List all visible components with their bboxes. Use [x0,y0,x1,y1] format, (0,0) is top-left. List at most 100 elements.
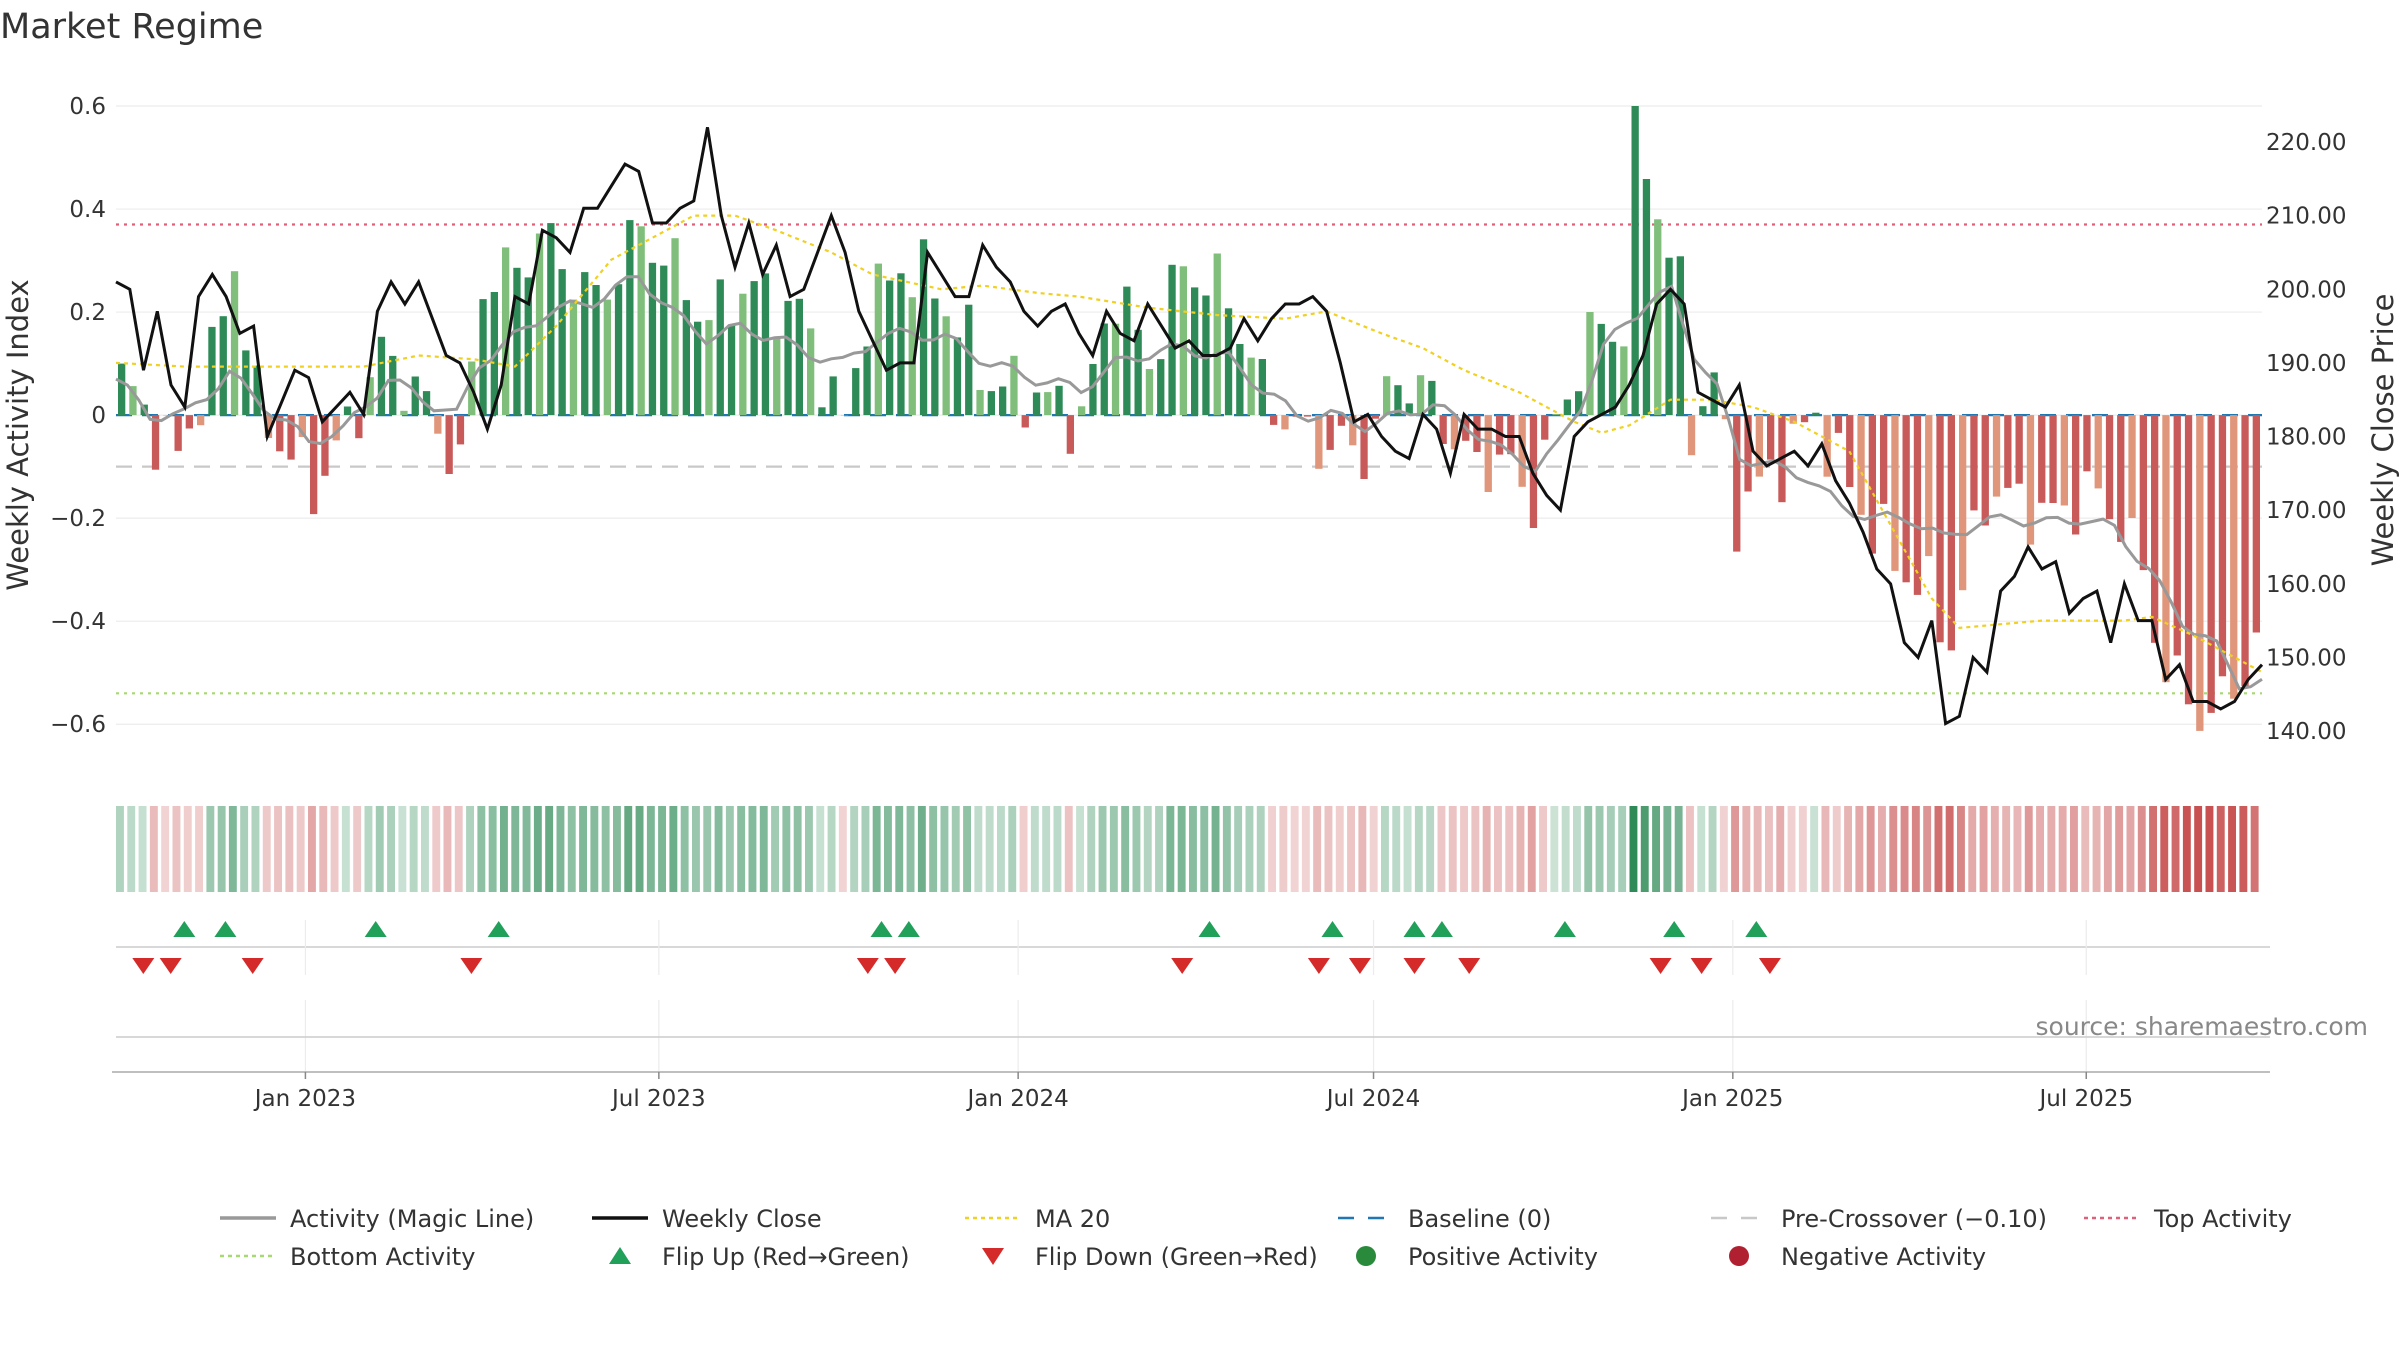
flip-down-marker [1458,958,1481,974]
heat-cell [454,806,463,892]
weekly-close-line [115,127,2264,726]
heat-cell [827,806,836,892]
heat-cell [1494,806,1502,892]
activity-bar [829,376,837,416]
left-tick-label: −0.6 [50,712,106,738]
activity-bar [389,355,397,416]
activity-bar [705,320,713,416]
activity-bar [818,407,826,416]
activity-bar [332,415,340,441]
activity-bar [174,415,182,451]
activity-bar [1744,415,1752,492]
flip-up-marker [897,921,920,937]
heat-cell [1460,806,1468,892]
reference-lines [116,223,2262,695]
activity-bar [852,368,860,416]
activity-bar [1258,359,1266,416]
heat-cell [680,806,689,892]
heat-cell [330,806,339,892]
activity-bar [987,391,995,416]
x-tick-label: Jul 2025 [2037,1086,2133,1112]
heat-cell [567,806,576,892]
activity-bar [569,299,578,416]
legend-swatch [1729,1246,1749,1266]
activity-bar [761,273,770,416]
right-tick-label: 190.00 [2266,351,2346,377]
activity-bar [1597,323,1605,416]
heat-cell [1245,806,1254,892]
heat-cell [2194,806,2203,892]
heat-cell [195,806,203,892]
x-tick-label: Jul 2023 [610,1086,706,1112]
heat-cell [850,806,859,892]
activity-bar [377,336,386,416]
heat-cell [1335,806,1344,892]
activity-bar [1767,415,1775,460]
heat-cell [161,806,170,892]
x-tick-label: Jan 2023 [253,1086,356,1112]
activity-bar [479,299,487,416]
activity-bar [1992,415,2001,497]
heat-cell [793,806,802,892]
activity-bar [1902,415,1910,583]
heat-cell [1381,806,1389,892]
activity-bar [919,239,928,416]
activity-bar [1044,392,1052,416]
legend-label: Weekly Close [662,1205,822,1233]
heat-cell [1030,806,1039,892]
right-tick-label: 220.00 [2266,130,2346,156]
activity-bar [1349,415,1357,446]
legend-swatch [1356,1246,1376,1266]
heat-cell [2137,806,2146,892]
heat-cell [1505,806,1514,892]
activity-bar [1642,179,1651,416]
left-axis-label: Weekly Activity Index [1,279,35,590]
activity-bar [355,415,363,439]
activity-bar [1620,346,1628,416]
activity-bar [1891,415,1899,571]
activity-bar [1168,264,1176,416]
heat-cell [646,806,655,892]
magic-line [115,275,2263,691]
heat-cell [601,806,610,892]
heat-cell [1708,806,1717,892]
ma20-line [115,214,2263,674]
heat-cell [2205,806,2214,892]
heat-cell [296,806,305,892]
activity-bar [1552,414,1560,416]
activity-bar [129,386,137,416]
activity-bar [1021,415,1029,428]
activity-bar [2060,415,2068,506]
activity-bar [1981,415,1989,526]
right-tick-label: 140.00 [2266,719,2346,745]
heat-cell [2182,806,2191,892]
legend-item: MA 20 [965,1205,1110,1233]
activity-bar [2004,415,2012,488]
activity-bar [2094,415,2102,489]
heat-cell [816,806,825,892]
activity-bar [784,300,792,416]
legend-label: Activity (Magic Line) [290,1205,534,1233]
heat-cell [1889,806,1898,892]
flip-down-marker [132,958,155,974]
activity-bar [298,415,306,437]
activity-bar [1326,415,1334,450]
heat-cell [872,806,881,892]
heat-cell [906,806,915,892]
heat-cell [1957,806,1965,892]
activity-bar [1473,415,1481,452]
activity-bar [2207,415,2215,713]
heat-cell [1561,806,1570,892]
activity-bar [581,272,589,416]
heat-cell [1787,806,1796,892]
flip-down-marker [856,958,879,974]
activity-bar [1575,391,1583,416]
activity-bar [2151,415,2159,643]
heat-cell [929,806,938,892]
heat-cell [1866,806,1875,892]
activity-bar [2162,415,2170,683]
heat-cell [963,806,971,892]
heat-cell [635,806,644,892]
heat-cell [1042,806,1051,892]
regime-heat-strip [116,806,2259,892]
